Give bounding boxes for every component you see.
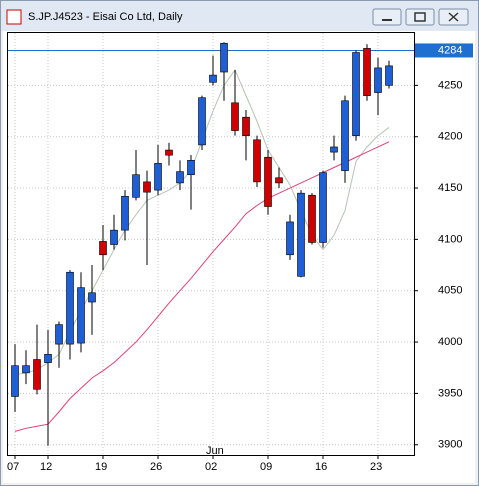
- maximize-icon: [414, 12, 426, 22]
- candle-body: [121, 195, 129, 231]
- x-tick-label: 09: [260, 461, 272, 473]
- current-price-label: 4284: [438, 44, 462, 56]
- moving-average: [14, 141, 390, 432]
- candle-body: [154, 163, 162, 191]
- candle-body: [341, 100, 349, 171]
- current-price-box: [415, 43, 473, 58]
- y-tick-label: 4050: [438, 285, 462, 297]
- candle-body: [242, 116, 250, 136]
- x-tick-label: 07: [7, 461, 19, 473]
- candle-body: [308, 194, 316, 243]
- minimize-button[interactable]: [372, 8, 402, 26]
- candle-body: [66, 271, 74, 345]
- maximize-button[interactable]: [405, 8, 435, 26]
- candle-body: [132, 174, 140, 198]
- y-tick-label: 4100: [438, 233, 462, 245]
- month-label: Jun: [206, 445, 224, 457]
- candle-body: [77, 287, 85, 344]
- candle-body: [374, 67, 382, 93]
- candle-body: [286, 221, 294, 256]
- candle-body: [352, 52, 360, 136]
- x-tick-label: 26: [150, 461, 162, 473]
- x-tick-label: 16: [315, 461, 327, 473]
- candle-body: [187, 160, 195, 175]
- y-tick-label: 4250: [438, 79, 462, 91]
- candle-body: [11, 365, 19, 397]
- y-tick-label: 4200: [438, 131, 462, 143]
- candle-body: [275, 177, 283, 184]
- x-tick-label: 23: [370, 461, 382, 473]
- y-tick-label: 3900: [438, 439, 462, 451]
- candle-body: [330, 146, 338, 153]
- x-tick-label: 12: [40, 461, 52, 473]
- close-icon: [448, 12, 459, 22]
- candle-body: [198, 97, 206, 146]
- candle-body: [231, 102, 239, 131]
- candle-body: [55, 324, 63, 345]
- y-tick-label: 4150: [438, 182, 462, 194]
- y-tick-label: 4000: [438, 336, 462, 348]
- chart-title: S.JP.J4523 - Eisai Co Ltd, Daily: [28, 11, 183, 23]
- candle-body: [319, 172, 327, 243]
- candle-body: [297, 192, 305, 277]
- candle-body: [176, 171, 184, 184]
- window-icon: [6, 9, 22, 25]
- x-tick-label: 19: [95, 461, 107, 473]
- candle-body: [253, 139, 261, 183]
- candle-body: [110, 229, 118, 245]
- candle-body: [33, 359, 41, 390]
- y-tick-label: 3950: [438, 387, 462, 399]
- candle-body: [363, 48, 371, 96]
- candle-body: [264, 156, 272, 207]
- candle-body: [22, 365, 30, 374]
- candle-body: [385, 65, 393, 86]
- candle-body: [220, 42, 228, 73]
- candle-body: [165, 149, 173, 156]
- candle-body: [209, 74, 217, 83]
- candle-body: [88, 292, 96, 303]
- candle-body: [99, 241, 107, 256]
- x-tick-label: 02: [205, 461, 217, 473]
- candle-body: [44, 354, 52, 363]
- candle-body: [143, 181, 151, 193]
